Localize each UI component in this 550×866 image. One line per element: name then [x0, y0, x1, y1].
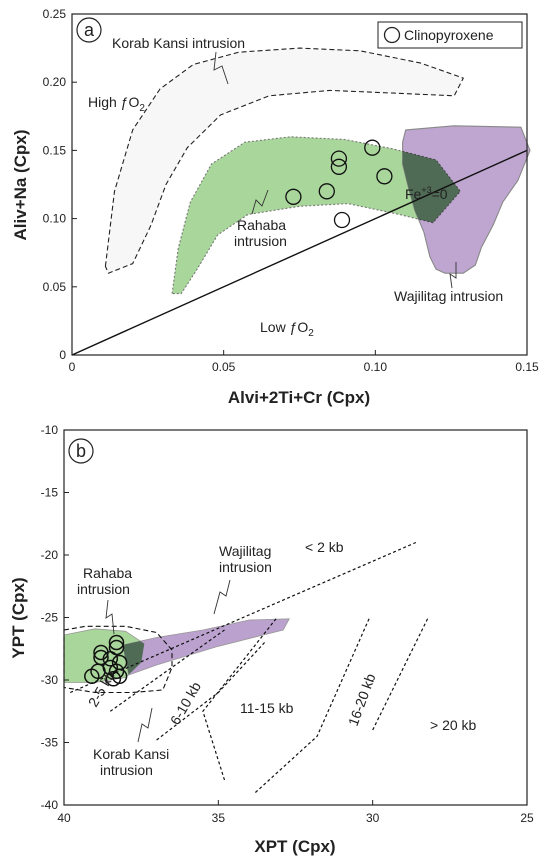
data-point-a-7	[376, 168, 393, 185]
isobar-2-5-kb	[109, 629, 225, 712]
fe3-zero-line	[71, 149, 528, 356]
b-rahaba-leader-line	[105, 599, 115, 635]
label-b-wajilitag-line2: intrusion	[219, 559, 272, 575]
label-fe-zero: Fe+3=0	[405, 185, 448, 202]
panel-b-ticks: 40 35 30 25 -10 -15 -20 -25 -30 -35 -40	[41, 423, 534, 825]
y-tick-label-a: 0	[59, 348, 66, 362]
label-isobar-16-20: 16-20 kb	[345, 671, 379, 728]
panel-b: 40 35 30 25 -10 -15 -20 -25 -30 -35 -40 b Rahaba i…	[9, 423, 534, 856]
x-tick-label-b: 40	[57, 811, 71, 825]
y-tick-label-b: -15	[41, 486, 59, 500]
panel-b-x-axis-label: XPT (Cpx)	[254, 837, 335, 856]
y-tick-label-b: -40	[41, 798, 59, 812]
panel-a-tag-circle	[76, 17, 102, 43]
panel-b-tag-circle	[68, 438, 94, 464]
b-wajilitag-leader-line	[213, 579, 231, 615]
panel-a-points	[285, 139, 393, 229]
y-tick-label-a: 0.25	[43, 7, 67, 21]
legend-box	[377, 21, 523, 49]
label-isobar-11-15: 11-15 kb	[240, 700, 294, 716]
data-point-a-4	[330, 158, 348, 175]
label-isobar-6-10: 6-10 kb	[167, 679, 204, 728]
b-korab-leader-line	[137, 707, 153, 743]
isobar-20-kb	[372, 617, 429, 731]
x-tick-label-a: 0.15	[515, 360, 539, 374]
label-rahaba-line2: intrusion	[234, 233, 287, 249]
data-point-b-5	[93, 644, 109, 661]
y-tick-label-b: -25	[41, 611, 59, 625]
legend-label: Clinopyroxene	[404, 27, 494, 43]
region-korab-kansi-intrusion	[104, 47, 464, 274]
label-korab-kansi: Korab Kansi intrusion	[112, 35, 245, 51]
x-tick-label-a: 0.05	[212, 360, 236, 374]
y-tick-label-a: 0.10	[43, 212, 67, 226]
isobar-16-20-kb	[254, 617, 371, 793]
isobar-11-15-kb	[202, 617, 278, 781]
region-b-wajilitag	[122, 618, 290, 676]
panel-a-frame	[71, 13, 528, 356]
y-tick-label-b: -35	[41, 736, 59, 750]
x-tick-label-a: 0	[69, 360, 76, 374]
panel-a-regions	[104, 47, 531, 295]
panel-a-x-axis-label: Alvi+2Ti+Cr (Cpx)	[228, 388, 370, 407]
korab-leader-line	[213, 51, 229, 85]
panel-a-tag: a	[84, 20, 95, 40]
label-rahaba-line1: Rahaba	[237, 217, 286, 233]
y-tick-label-a: 0.15	[43, 143, 67, 157]
label-b-rahaba-line1: Rahaba	[83, 565, 132, 581]
region-b-korab-kansi	[63, 625, 173, 694]
wajilitag-leader-line	[449, 262, 457, 289]
label-isobar-gt20: > 20 kb	[430, 717, 477, 733]
y-tick-label-a: 0.20	[43, 75, 67, 89]
label-isobar-lt2: < 2 kb	[305, 539, 344, 555]
panel-b-isobars	[69, 541, 429, 793]
label-high-fo2: High ƒO2	[88, 94, 145, 114]
panel-a-ticks: 0 0.05 0.10 0.15 0 0.05 0.10 0.15 0.20 0.25	[43, 7, 539, 374]
data-point-b-2	[108, 634, 125, 651]
data-point-a-2	[318, 183, 335, 200]
label-wajilitag: Wajilitag intrusion	[394, 288, 503, 304]
label-b-korab-line2: intrusion	[100, 762, 153, 778]
panel-a: 0 0.05 0.10 0.15 0 0.05 0.10 0.15 0.20 0.25 a Cli…	[11, 7, 539, 407]
y-tick-label-b: -10	[41, 423, 59, 437]
panel-a-lines	[71, 149, 528, 356]
label-b-wajilitag-line1: Wajilitag	[219, 543, 271, 559]
data-point-a-1	[285, 188, 302, 205]
label-low-fo2: Low ƒO2	[260, 319, 314, 339]
panel-b-points	[84, 634, 128, 687]
x-tick-label-b: 25	[520, 811, 534, 825]
isobar-2-kb	[69, 541, 417, 694]
label-b-rahaba-line2: intrusion	[77, 581, 130, 597]
rahaba-leader-line	[251, 189, 269, 215]
panel-a-y-axis-label: Aliv+Na (Cpx)	[11, 130, 30, 241]
x-tick-label-b: 35	[212, 811, 226, 825]
region-rahaba-intrusion	[171, 136, 461, 295]
x-tick-label-a: 0.10	[364, 360, 388, 374]
data-point-b-12	[105, 671, 122, 687]
panel-b-y-axis-label: YPT (Cpx)	[9, 577, 28, 658]
legend-marker-icon	[383, 26, 401, 44]
x-tick-label-b: 30	[366, 811, 380, 825]
y-tick-label-b: -30	[41, 673, 59, 687]
label-b-korab-line1: Korab Kansi	[93, 746, 169, 762]
data-point-a-3	[330, 150, 348, 167]
data-point-b-10	[84, 668, 100, 685]
panel-b-tag: b	[76, 441, 86, 461]
data-point-a-6	[364, 139, 381, 156]
y-tick-label-a: 0.05	[43, 280, 67, 294]
data-point-a-5	[333, 211, 351, 229]
y-tick-label-b: -20	[41, 548, 59, 562]
